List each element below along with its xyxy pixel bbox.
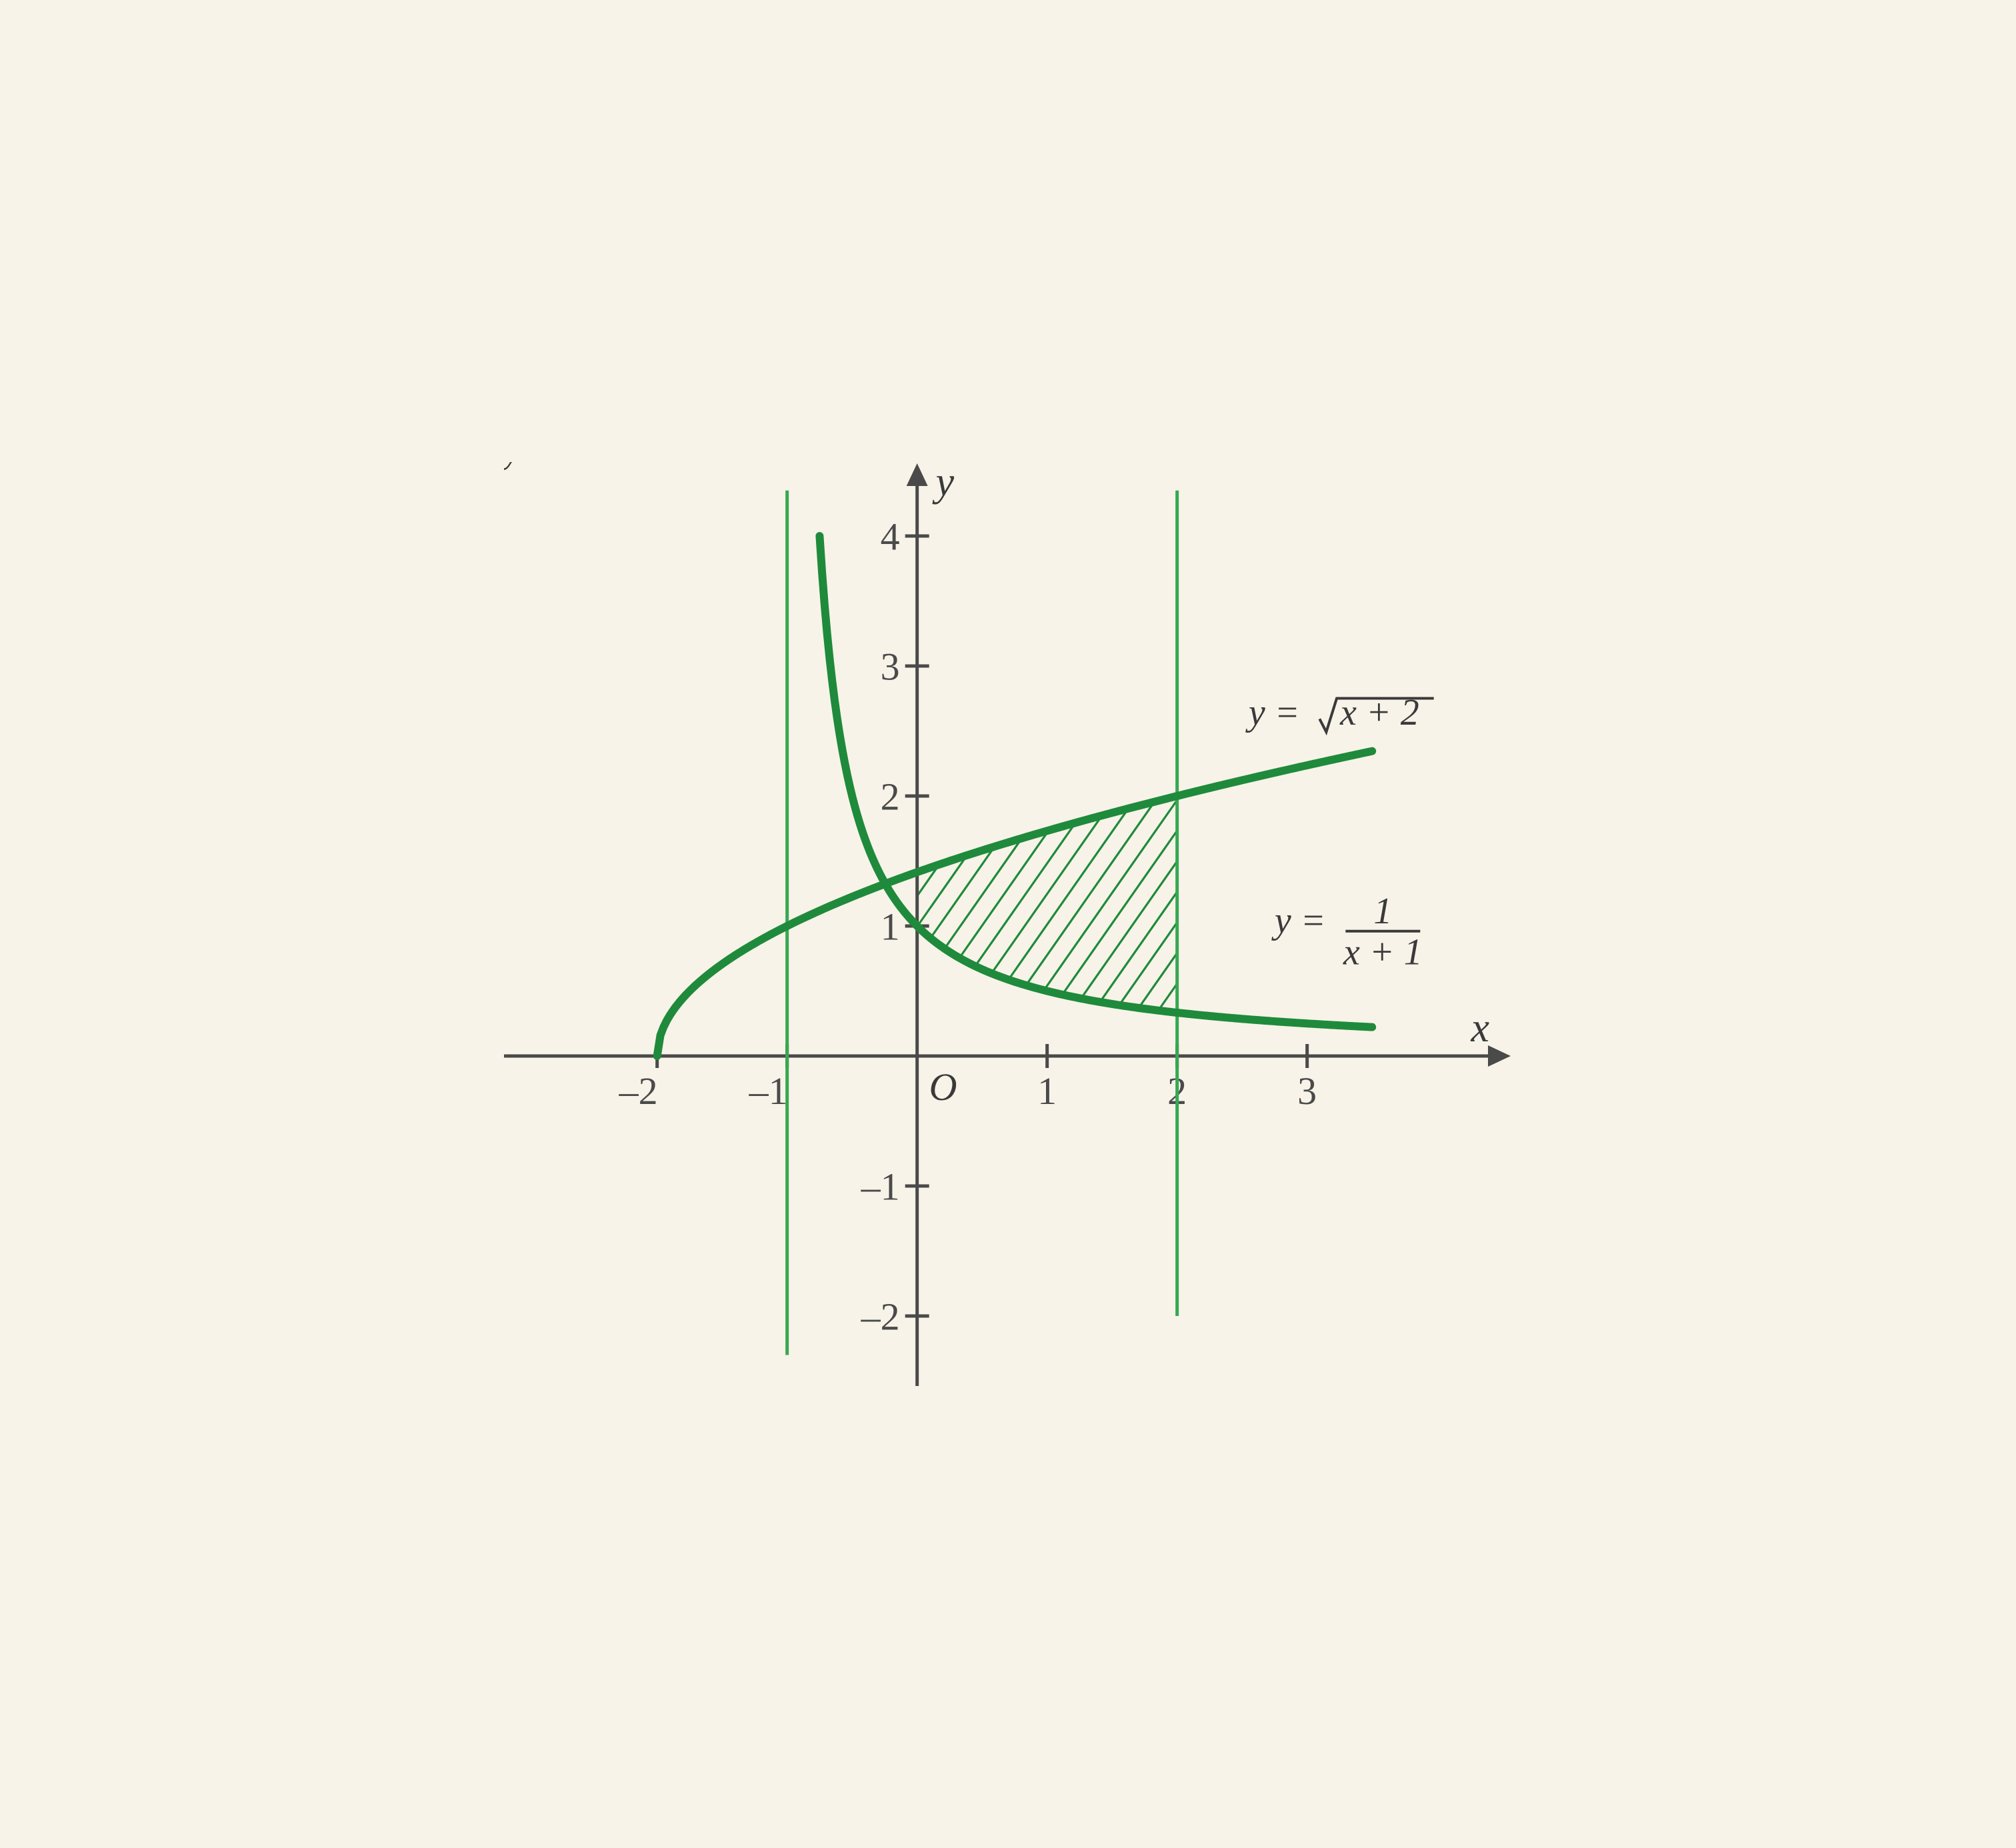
math-plot: yxO–2–1123–2–11234y =x + 2y =y =1x + 1 bbox=[504, 462, 1512, 1386]
y-tick-label: 1 bbox=[881, 905, 900, 948]
curve-label-recip: y = 1x + 1 bbox=[1271, 891, 1423, 973]
y-tick-label: –2 bbox=[861, 1295, 900, 1338]
svg-text:y =: y = bbox=[1271, 900, 1326, 941]
origin-label: O bbox=[929, 1065, 957, 1109]
svg-text:y =: y = bbox=[504, 462, 555, 471]
x-tick-label: –2 bbox=[619, 1069, 658, 1113]
y-tick-label: 4 bbox=[881, 515, 900, 558]
x-tick-label: –1 bbox=[749, 1069, 788, 1113]
y-tick-label: 2 bbox=[881, 775, 900, 818]
curve-recip bbox=[819, 536, 1372, 1027]
x-axis-label: x bbox=[1470, 1005, 1489, 1051]
y-tick-label: –1 bbox=[861, 1165, 900, 1208]
chart-container: yxO–2–1123–2–11234y =x + 2y =y =1x + 1 bbox=[0, 0, 2016, 1848]
curve-sqrt bbox=[657, 751, 1373, 1056]
y-axis-label: y bbox=[932, 462, 955, 505]
x-tick-label: 1 bbox=[1037, 1069, 1057, 1113]
y-tick-label: 3 bbox=[881, 645, 900, 688]
x-tick-label: 3 bbox=[1297, 1069, 1317, 1113]
x-axis-arrow bbox=[1488, 1045, 1511, 1067]
svg-text:x + 1: x + 1 bbox=[1343, 931, 1423, 973]
y-axis-arrow bbox=[907, 463, 928, 486]
shaded-region bbox=[504, 462, 1512, 1386]
curve-label-sqrt: y = x + 2 bbox=[1245, 692, 1434, 733]
svg-text:1: 1 bbox=[1373, 891, 1392, 932]
svg-text:y =: y = bbox=[1245, 692, 1300, 733]
svg-text:x + 2: x + 2 bbox=[1339, 692, 1419, 733]
